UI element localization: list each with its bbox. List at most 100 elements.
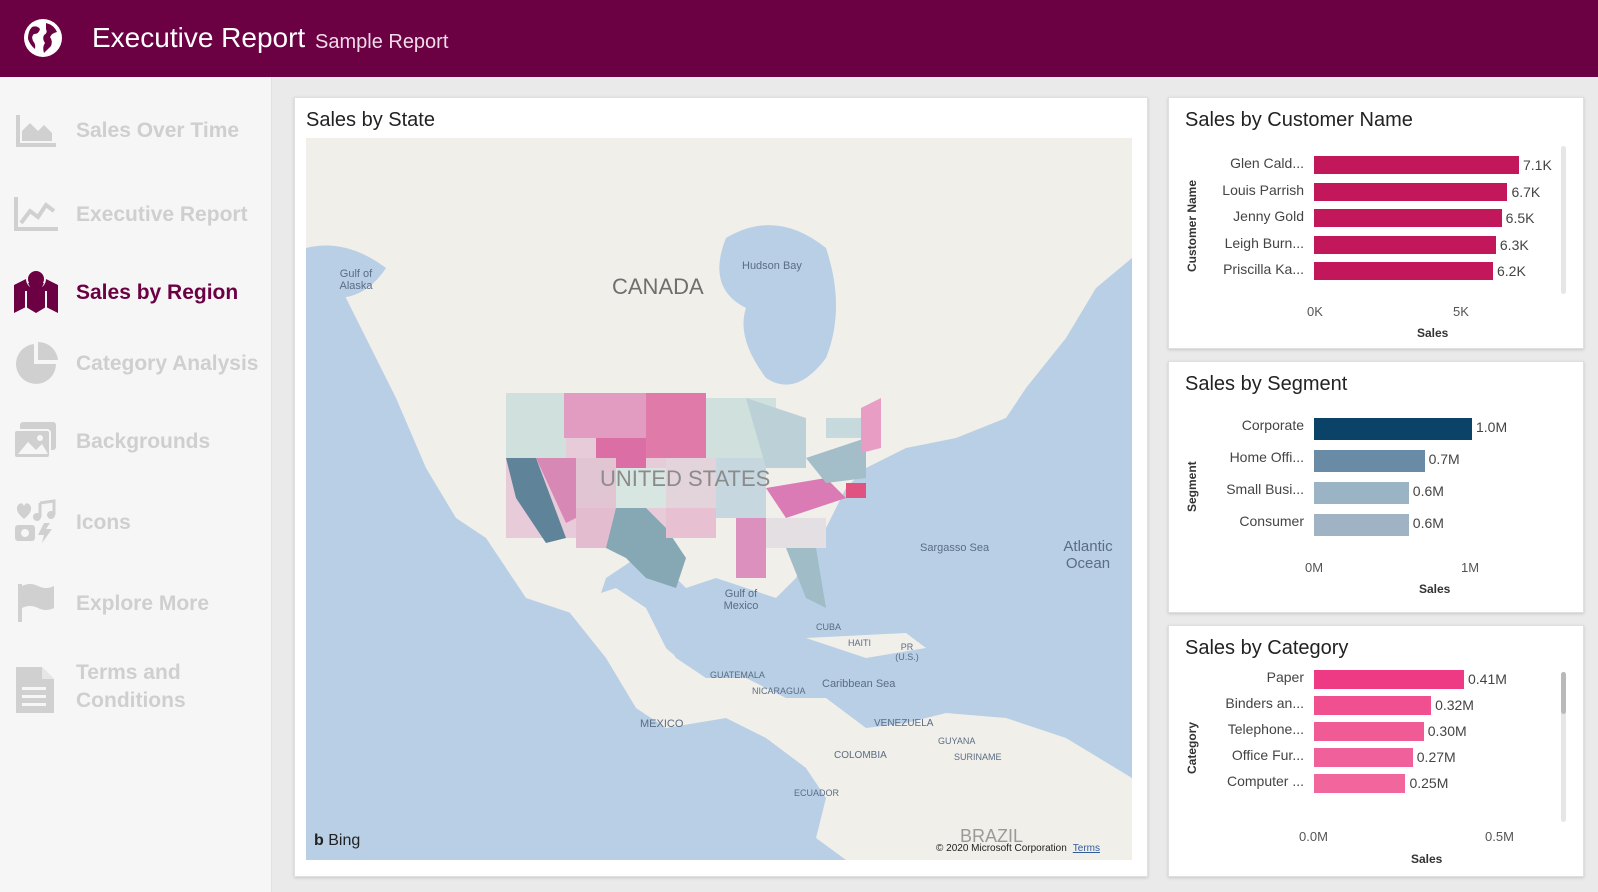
category-bar-chart[interactable]: Sales by Category Category 0.0M 0.5M Sal… bbox=[1168, 625, 1584, 877]
bar-category-label: Glen Cald... bbox=[1230, 155, 1304, 171]
visual-title: Sales by Customer Name bbox=[1185, 109, 1413, 131]
bar-category-label: Louis Parrish bbox=[1222, 181, 1304, 198]
visual-title: Sales by State bbox=[306, 109, 435, 131]
bar-data-label: 0.27M bbox=[1416, 749, 1456, 765]
map-label-mexico: MEXICO bbox=[640, 718, 684, 730]
customer-bar-chart[interactable]: Sales by Customer Name Customer Name 0K … bbox=[1168, 97, 1584, 349]
sidebar-item-sales-by-region[interactable]: Sales by Region bbox=[0, 261, 272, 321]
map-label-hudson: Hudson Bay bbox=[742, 260, 802, 272]
x-tick: 0.5M bbox=[1485, 829, 1514, 844]
sidebar-item-label: Backgrounds bbox=[76, 430, 211, 453]
copyright-text: © 2020 Microsoft Corporation bbox=[936, 843, 1067, 854]
document-icon bbox=[16, 667, 54, 713]
bar[interactable] bbox=[1314, 209, 1502, 227]
bar[interactable] bbox=[1314, 514, 1409, 536]
bar-category-label: Priscilla Ka... bbox=[1223, 261, 1304, 277]
map-label-brazil: BRAZIL bbox=[960, 826, 1024, 846]
bar-category-label: Consumer bbox=[1239, 513, 1304, 529]
map-label-guatemala: GUATEMALA bbox=[710, 670, 765, 680]
scrollbar[interactable] bbox=[1561, 146, 1566, 294]
bing-logo: b Bing bbox=[314, 832, 360, 850]
x-tick: 0K bbox=[1307, 304, 1323, 319]
x-tick: 0.0M bbox=[1299, 829, 1328, 844]
bar-data-label: 0.7M bbox=[1428, 451, 1460, 467]
bar-data-label: 1.0M bbox=[1476, 419, 1508, 435]
terms-link[interactable]: Terms bbox=[1072, 843, 1100, 854]
bar-data-label: 6.2K bbox=[1497, 263, 1526, 279]
scroll-thumb[interactable] bbox=[1561, 672, 1566, 714]
bar-data-label: 0.6M bbox=[1412, 515, 1444, 531]
sidebar: Sales Over Time Executive Report Sales b… bbox=[0, 77, 272, 892]
bar-data-label: 6.5K bbox=[1505, 210, 1535, 226]
bar-category-label: Small Busi... bbox=[1226, 481, 1304, 497]
sidebar-item-label: Icons bbox=[76, 511, 131, 534]
map-visual[interactable]: Sales by State bbox=[294, 97, 1148, 877]
map-label-canada: CANADA bbox=[612, 274, 704, 299]
map-label-ecuador: ECUADOR bbox=[794, 788, 840, 798]
sidebar-item-label: Sales Over Time bbox=[76, 119, 240, 142]
x-axis-title: Sales bbox=[1417, 326, 1449, 340]
report-subtitle: Sample Report bbox=[315, 31, 449, 53]
bar-data-label: 0.25M bbox=[1409, 775, 1449, 791]
sidebar-item-category-analysis[interactable]: Category Analysis bbox=[0, 332, 272, 392]
map-label-suriname: SURINAME bbox=[954, 752, 1002, 762]
x-axis-title: Sales bbox=[1419, 582, 1451, 596]
bar[interactable] bbox=[1314, 774, 1406, 793]
visual-title: Sales by Segment bbox=[1185, 373, 1348, 395]
bar-category-label: Leigh Burn... bbox=[1224, 234, 1304, 251]
bar[interactable] bbox=[1314, 450, 1425, 472]
sidebar-item-sales-over-time[interactable]: Sales Over Time bbox=[0, 99, 272, 159]
bar-data-label: 0.30M bbox=[1427, 723, 1467, 739]
map-label-colombia: COLOMBIA bbox=[834, 750, 887, 761]
visual-title: Sales by Category bbox=[1185, 637, 1349, 659]
bar[interactable] bbox=[1314, 262, 1493, 280]
map-label-gulf-alaska: Gulf of Alaska bbox=[339, 268, 373, 292]
map-label-caribbean: Caribbean Sea bbox=[822, 678, 896, 690]
bar-data-label: 6.3K bbox=[1499, 236, 1529, 253]
icons-collage-icon bbox=[15, 499, 56, 543]
report-title: Executive Report bbox=[92, 22, 306, 53]
bar-category-label: Computer ... bbox=[1226, 773, 1304, 789]
bar[interactable] bbox=[1314, 482, 1409, 504]
map-label-guyana: GUYANA bbox=[938, 736, 976, 746]
map-label-nicaragua: NICARAGUA bbox=[752, 686, 806, 696]
sidebar-item-label: Sales by Region bbox=[76, 281, 239, 304]
map-label-haiti: HAITI bbox=[848, 638, 872, 648]
bar[interactable] bbox=[1314, 670, 1464, 689]
map-pin-icon bbox=[14, 269, 58, 313]
globe-icon bbox=[24, 19, 62, 57]
bar[interactable] bbox=[1314, 696, 1432, 715]
sidebar-item-explore-more[interactable]: Explore More bbox=[0, 572, 272, 632]
bar[interactable] bbox=[1314, 182, 1508, 201]
bar[interactable] bbox=[1314, 235, 1496, 254]
bar[interactable] bbox=[1314, 418, 1472, 440]
bar-data-label: 0.6M bbox=[1412, 483, 1444, 499]
bar-category-label: Telephone... bbox=[1227, 721, 1304, 737]
map-label-us: UNITED STATES bbox=[600, 466, 771, 491]
line-chart-icon bbox=[14, 197, 58, 231]
bar-data-label: 6.7K bbox=[1511, 183, 1541, 200]
sidebar-item-backgrounds[interactable]: Backgrounds bbox=[0, 410, 272, 470]
map-label-sargasso: Sargasso Sea bbox=[920, 542, 990, 554]
bar[interactable] bbox=[1314, 748, 1413, 767]
map-label-venezuela: VENEZUELA bbox=[874, 718, 934, 729]
x-axis-title: Sales bbox=[1411, 852, 1443, 866]
flag-icon bbox=[18, 584, 54, 622]
bar[interactable] bbox=[1314, 156, 1519, 174]
area-chart-icon bbox=[16, 115, 56, 147]
sidebar-item-executive-report[interactable]: Executive Report bbox=[0, 183, 272, 243]
pie-chart-icon bbox=[16, 341, 58, 384]
segment-bar-chart[interactable]: Sales by Segment Segment 0M 1M Sales Cor… bbox=[1168, 361, 1584, 613]
x-tick: 0M bbox=[1305, 560, 1324, 575]
sidebar-item-terms-and-conditions[interactable]: Terms and Conditions bbox=[0, 655, 272, 725]
bar-category-label: Home Offi... bbox=[1229, 449, 1304, 465]
bar-data-label: 0.41M bbox=[1468, 671, 1507, 687]
map-canvas[interactable]: CANADA UNITED STATES MEXICO Hudson Bay G… bbox=[306, 138, 1132, 860]
bar-category-label: Binders an... bbox=[1225, 695, 1304, 711]
sidebar-item-icons[interactable]: Icons bbox=[0, 491, 272, 551]
bar[interactable] bbox=[1314, 722, 1424, 741]
scrollbar[interactable] bbox=[1561, 672, 1566, 822]
image-icon bbox=[13, 422, 56, 459]
bar-category-label: Jenny Gold bbox=[1233, 208, 1304, 224]
bar-data-label: 0.32M bbox=[1435, 697, 1474, 713]
